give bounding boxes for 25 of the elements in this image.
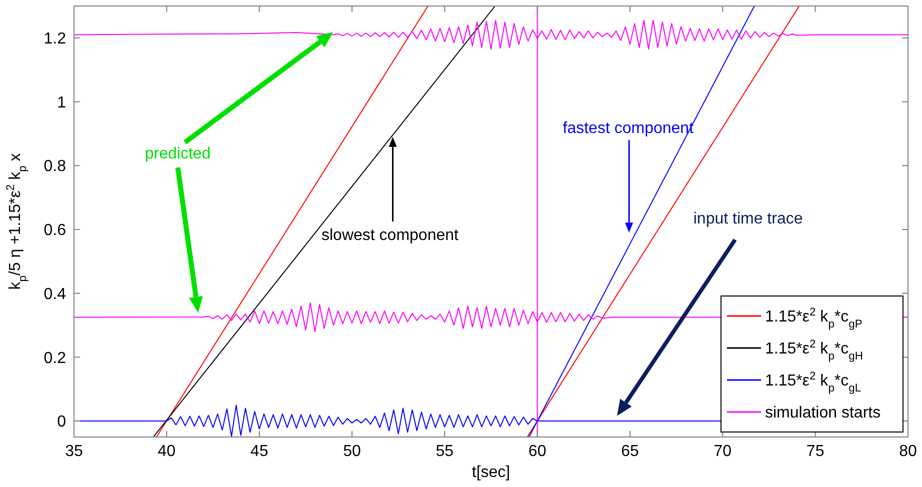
annotation: predicted: [144, 145, 211, 162]
y-tick-label: 0.6: [44, 222, 66, 240]
x-axis-title: t[sec]: [472, 464, 510, 481]
legend-label: simulation starts: [765, 404, 881, 422]
x-tick-label: 75: [806, 443, 824, 460]
annotation: slowest component: [322, 227, 460, 244]
x-tick-label: 60: [528, 443, 546, 460]
x-tick-label: 50: [343, 443, 361, 460]
annotation: input time trace: [693, 210, 803, 228]
y-tick-label: 1.2: [44, 30, 66, 48]
x-tick-label: 70: [714, 443, 732, 460]
x-tick-label: 65: [621, 443, 639, 460]
x-tick-label: 80: [899, 443, 917, 460]
legend-label: 1.15*ε$^{2}$ k$_{p}$*c$_{gP}$: [765, 306, 862, 331]
legend-label: 1.15*ε$^{2}$ k$_{p}$*c$_{gL}$: [765, 370, 862, 395]
y-tick-label: 0.4: [44, 286, 66, 303]
y-tick-label: 0.2: [44, 350, 66, 367]
x-tick-label: 35: [65, 443, 83, 460]
legend-label: 1.15*ε$^{2}$ k$_{p}$*c$_{gH}$: [765, 338, 863, 363]
x-tick-label: 55: [436, 443, 454, 460]
x-tick-label: 40: [158, 443, 176, 460]
y-tick-label: 0.8: [44, 158, 66, 176]
y-tick-label: 1: [57, 94, 66, 112]
x-tick-label: 45: [250, 443, 268, 460]
y-tick-label: 0: [57, 414, 66, 431]
